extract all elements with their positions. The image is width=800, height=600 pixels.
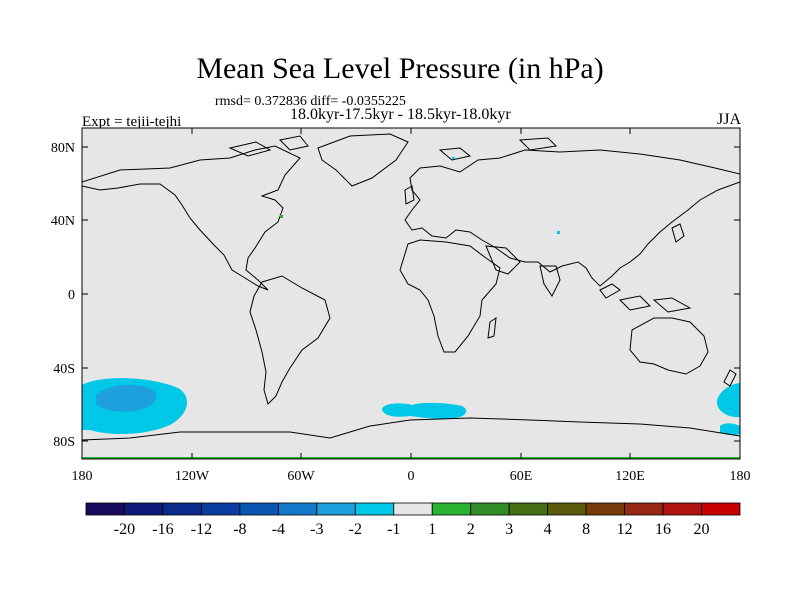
colorbar-label: -4 (272, 521, 285, 538)
colorbar-label: -8 (233, 521, 246, 538)
colorbar-labels: -20 -16 -12 -8 -4 -3 -2 -1 1 2 3 4 8 12 16 20 (114, 521, 710, 538)
colorbar (85, 502, 741, 516)
colorbar-box (547, 502, 587, 516)
lon-label-60w: 60W (287, 469, 315, 484)
colorbar-label: -12 (191, 521, 212, 538)
anomaly-speck (557, 231, 560, 234)
colorbar-box (277, 502, 318, 516)
lat-label-80s: 80S (53, 435, 75, 450)
colorbar-label: 12 (617, 521, 633, 538)
colorbar-box (354, 502, 395, 516)
colorbar-box (85, 502, 125, 516)
colorbar-label: 4 (544, 521, 552, 538)
colorbar-label: -2 (349, 521, 362, 538)
colorbar-label: -20 (114, 521, 135, 538)
colorbar-label: 1 (428, 521, 436, 538)
lat-label-0: 0 (68, 288, 75, 303)
lat-label-40n: 40N (51, 214, 75, 229)
colorbar-label: -16 (152, 521, 173, 538)
anomaly-speck (452, 157, 455, 159)
colorbar-box (701, 502, 741, 516)
lon-label-60e: 60E (510, 469, 533, 484)
lon-label-0: 0 (408, 469, 415, 484)
season-label: JJA (717, 111, 742, 128)
colorbar-box (162, 502, 202, 516)
coastlines (82, 133, 740, 441)
anomaly-speck (280, 215, 283, 218)
anomaly-south-pacific-core (96, 384, 157, 412)
colorbar-label: 16 (655, 521, 671, 538)
experiment-label: Expt = tejii-tejhi (82, 114, 182, 130)
colorbar-box (316, 502, 356, 516)
stats-text: rmsd= 0.372836 diff= -0.0355225 (215, 94, 406, 109)
colorbar-box (624, 502, 664, 516)
colorbar-box (124, 502, 164, 516)
colorbar-box (470, 502, 510, 516)
colorbar-box (431, 502, 472, 516)
colorbar-label: -1 (387, 521, 400, 538)
lat-label-40s: 40S (53, 362, 75, 377)
colorbar-label: 3 (505, 521, 513, 538)
lon-label-180w: 180 (72, 469, 93, 484)
axis-ticks (81, 128, 741, 459)
anomaly-ross-sea (720, 423, 740, 436)
lat-label-80n: 80N (51, 141, 75, 156)
lon-label-180e: 180 (730, 469, 751, 484)
colorbar-box (239, 502, 279, 516)
colorbar-label: -3 (310, 521, 323, 538)
colorbar-box (585, 502, 625, 516)
period-text: 18.0kyr-17.5kyr - 18.5kyr-18.0kyr (290, 106, 511, 123)
colorbar-box (393, 502, 433, 516)
colorbar-label: 8 (582, 521, 590, 538)
lon-label-120w: 120W (175, 469, 210, 484)
lon-label-120e: 120E (615, 469, 645, 484)
colorbar-box (508, 502, 549, 516)
colorbar-box (201, 502, 241, 516)
colorbar-box (662, 502, 702, 516)
colorbar-label: 2 (467, 521, 475, 538)
anomaly-south-atlantic (382, 402, 467, 419)
anomaly-sw-pacific (716, 383, 740, 418)
map-title: Mean Sea Level Pressure (in hPa) (196, 52, 604, 85)
colorbar-label: 20 (694, 521, 710, 538)
